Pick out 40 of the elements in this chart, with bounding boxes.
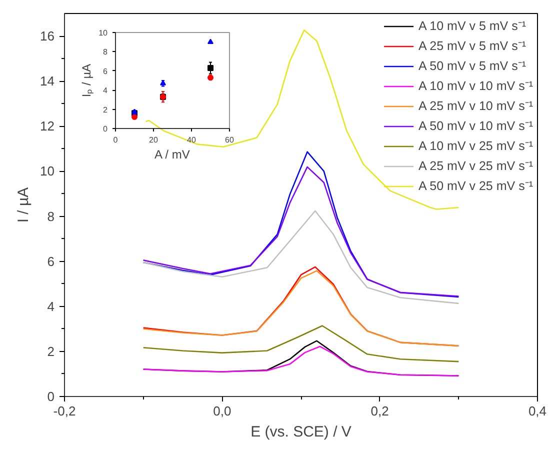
y-axis-title: I / µA: [15, 187, 32, 223]
x-tick-label: 0,2: [370, 404, 389, 418]
y-tick-label: 0: [47, 389, 55, 404]
legend-label: A 25 mV v 10 mV s⁻¹: [418, 98, 533, 114]
legend-label: A 50 mV v 10 mV s⁻¹: [418, 118, 533, 134]
point: [208, 38, 214, 44]
y-tick-label: 0: [103, 124, 108, 134]
x-tick-label: -0,2: [53, 404, 76, 418]
y-tick-label: 2: [103, 105, 108, 114]
line-series: [142, 346, 460, 376]
x-tick-label: 0: [113, 136, 118, 144]
legend-label: A 25 mV v 25 mV s⁻¹: [418, 158, 533, 174]
x-tick-label: 60: [225, 136, 234, 144]
y-tick-label: 4: [103, 86, 108, 96]
y-tick-label: 4: [47, 298, 55, 314]
x-axis-title: E (vs. SCE) / V: [250, 424, 352, 440]
y-tick-label: 10: [98, 28, 108, 38]
legend-label: A 50 mV v 25 mV s⁻¹: [418, 178, 533, 194]
x-tick-label: 0,0: [213, 404, 232, 418]
y-tick-label: 14: [40, 74, 55, 89]
x-tick-label: 20: [149, 136, 158, 144]
legend-label: A 10 mV v 10 mV s⁻¹: [418, 78, 533, 94]
legend-label: A 10 mV v 25 mV s⁻¹: [418, 138, 533, 154]
line-series: [142, 210, 460, 304]
legend-label: A 50 mV v 5 mV s⁻¹: [418, 58, 526, 74]
y-tick-label: 6: [47, 254, 55, 269]
y-axis-title: Iₚ / µA: [80, 64, 94, 98]
x-tick-label: 0,4: [528, 404, 547, 418]
x-axis-title: A / mV: [154, 148, 190, 162]
y-tick-label: 16: [40, 28, 55, 44]
y-tick-label: 8: [103, 48, 108, 57]
y-tick-label: 8: [47, 208, 55, 224]
line-series: [142, 325, 460, 362]
y-tick-label: 10: [40, 164, 55, 179]
y-tick-label: 6: [103, 66, 108, 76]
point: [208, 65, 214, 72]
y-tick-label: 12: [40, 118, 55, 134]
y-tick-label: 2: [47, 344, 55, 359]
legend-label: A 25 mV v 5 mV s⁻¹: [418, 38, 526, 54]
legend-label: A 10 mV v 5 mV s⁻¹: [418, 18, 526, 34]
